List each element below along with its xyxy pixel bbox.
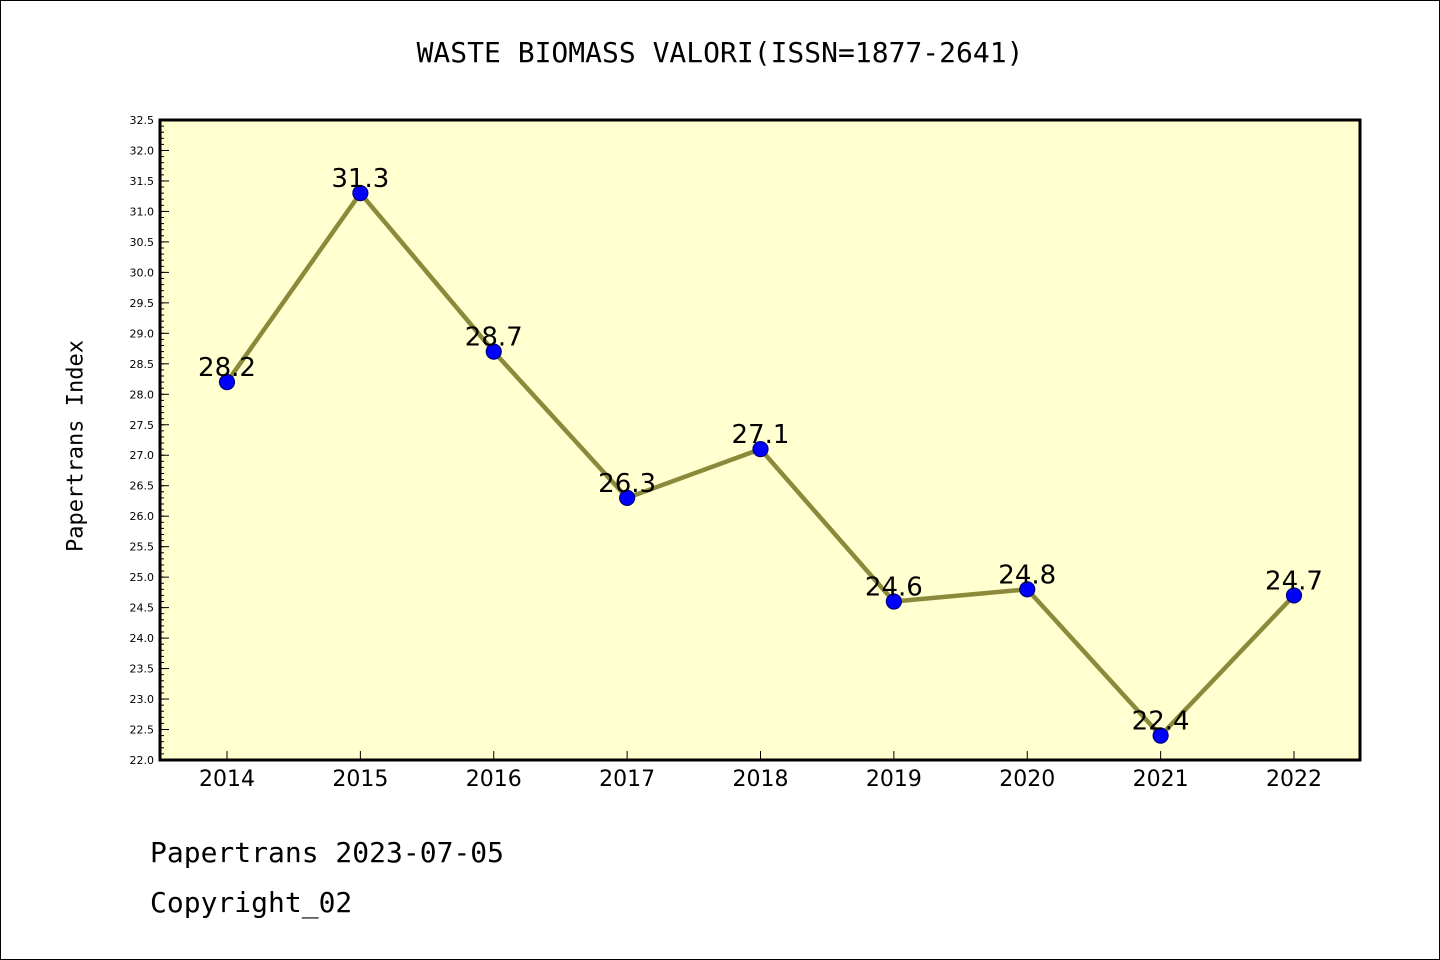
plot-area: [160, 120, 1360, 760]
x-tick-label: 2016: [466, 767, 522, 792]
data-label: 26.3: [598, 469, 656, 499]
y-tick-label: 32.5: [130, 114, 155, 127]
x-tick-label: 2020: [999, 767, 1055, 792]
y-tick-label: 29.0: [130, 327, 155, 340]
y-tick-label: 26.5: [130, 480, 155, 493]
data-point: [885, 593, 902, 610]
data-label: 24.6: [865, 573, 923, 603]
footer-copyright: Copyright_02: [150, 886, 353, 919]
y-tick-label: 27.0: [130, 449, 155, 462]
data-label: 27.1: [732, 420, 790, 450]
x-tick-label: 2015: [332, 767, 388, 792]
x-tick-label: 2018: [733, 767, 789, 792]
data-label: 28.7: [465, 323, 523, 353]
y-tick-label: 31.5: [130, 175, 155, 188]
x-tick-label: 2019: [866, 767, 922, 792]
data-point: [1285, 587, 1303, 604]
y-tick-label: 29.5: [130, 297, 155, 310]
data-label: 31.3: [331, 164, 389, 194]
data-label: 28.2: [198, 353, 256, 383]
y-tick-label: 31.0: [130, 205, 155, 218]
data-point: [485, 343, 502, 360]
y-tick-label: 30.0: [130, 266, 155, 279]
x-tick-label: 2021: [1133, 767, 1189, 792]
footer-date: Papertrans 2023-07-05: [150, 836, 505, 869]
data-point: [352, 185, 369, 202]
y-tick-label: 28.5: [130, 358, 155, 371]
y-tick-label: 26.0: [130, 510, 155, 523]
data-point: [1152, 727, 1169, 744]
data-label: 22.4: [1132, 707, 1190, 737]
data-label: 24.8: [998, 560, 1056, 590]
data-point: [218, 373, 236, 391]
plot-border: [158, 118, 1362, 762]
y-tick-label: 24.5: [130, 602, 155, 615]
y-tick-label: 24.0: [130, 632, 155, 645]
y-tick-label: 23.0: [130, 693, 155, 706]
y-tick-label: 22.0: [130, 754, 155, 767]
data-point: [1019, 581, 1036, 598]
y-tick-label: 25.5: [130, 541, 155, 554]
chart-title: WASTE BIOMASS VALORI(ISSN=1877-2641): [416, 36, 1024, 69]
data-label: 24.7: [1265, 566, 1323, 596]
y-tick-label: 23.5: [130, 663, 155, 676]
y-tick-label: 27.5: [130, 419, 155, 432]
y-tick-label: 32.0: [130, 144, 155, 157]
x-tick-label: 2022: [1266, 767, 1322, 792]
x-tick-label: 2017: [599, 767, 655, 792]
y-tick-label: 25.0: [130, 571, 155, 584]
data-point: [619, 489, 636, 507]
y-tick-label: 30.5: [130, 236, 155, 249]
x-tick-label: 2014: [199, 767, 255, 792]
y-tick-label: 22.5: [130, 724, 155, 737]
data-point: [752, 441, 769, 458]
y-tick-label: 28.0: [130, 388, 155, 401]
